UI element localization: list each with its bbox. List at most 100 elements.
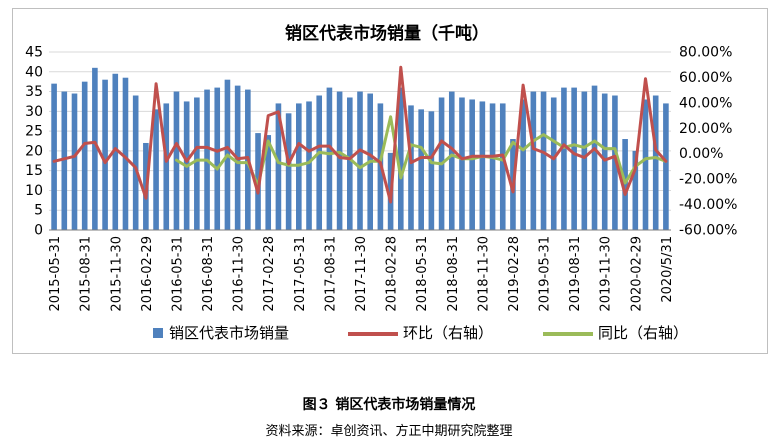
legend-label-tongbi: 同比（右轴） [598,324,688,342]
bar [92,67,98,230]
bar [612,95,618,230]
bar [622,139,628,230]
x-tick-label: 2017-05-31 [293,236,308,312]
bar [540,91,547,230]
y-tick-label: 40 [25,64,43,80]
x-tick-label: 2020-02-29 [629,236,644,312]
bar [275,103,282,230]
bar [499,103,506,230]
x-tick-label: 2015-08-31 [79,236,94,312]
bar [336,91,343,230]
x-tick-label: 2019-11-30 [599,236,614,312]
bar [571,87,577,230]
bar [550,97,557,230]
legend-label-huanbi: 环比（右轴） [403,324,493,342]
x-tick-label: 2019-08-31 [568,236,583,312]
y-tick-label: 35 [25,84,43,100]
x-tick-label: 2020/5/31 [660,236,675,303]
bar [132,95,139,230]
x-tick-label: 2015-05-31 [48,236,63,312]
legend-label-sales: 销区代表市场销量 [169,324,289,342]
bar [296,103,302,230]
bar [194,97,200,230]
bar [61,91,68,230]
bar [265,135,272,230]
x-tick-label: 2015-11-30 [109,236,124,312]
y2-tick-label: 80.00% [679,45,732,61]
bar [428,111,435,230]
y2-tick-label: 60.00% [679,70,732,86]
combo-chart: 销区代表市场销量（千吨） 0 5 10 15 20 25 30 35 40 45 -60.00% -4… [25,23,737,342]
bar [306,101,312,230]
x-tick-label: 2017-11-30 [354,236,369,312]
line-series [52,65,668,204]
x-tick-label: 2017-08-31 [323,236,338,312]
x-tick-label: 2018-11-30 [476,236,491,312]
bar [397,87,404,230]
x-tick-label: 2016-08-31 [201,236,216,312]
y2-tick-label: 0.00% [679,146,723,162]
bar [153,109,159,230]
x-tick-label: 2018-02-28 [385,236,400,312]
bar [71,93,78,231]
bar [102,79,108,230]
bar [81,81,88,231]
bar [663,103,669,230]
y2-tick-label: -20.00% [679,172,737,188]
bar [561,87,567,230]
x-tick-label: 2019-02-28 [507,236,522,312]
bar [520,99,526,230]
bar [652,95,659,230]
y2-tick-label: 40.00% [679,95,732,111]
bar [346,97,353,230]
x-tick-label: 2016-02-29 [140,236,155,312]
bar [408,105,414,230]
y-tick-label: 25 [25,124,43,140]
y-tick-label: 20 [25,143,43,159]
chart-frame: 销区代表市场销量（千吨） 0 5 10 15 20 25 30 35 40 45 -60.00% -4… [12,8,768,354]
huanbi-line [52,65,668,204]
bar [285,113,292,230]
bar [326,87,333,230]
y-tick-label: 5 [34,203,43,219]
source-note: 资料来源：卓创资讯、方正中期研究院整理 [265,424,513,439]
y-tick-label: 0 [34,223,43,239]
bar [163,103,170,230]
bar [581,91,588,230]
bar [51,83,57,231]
bar [316,95,323,230]
axes: 0 5 10 15 20 25 30 35 40 45 -60.00% -40.00% -20.00% 0… [25,45,737,312]
bar [214,87,221,230]
y2-tick-label: 20.00% [679,121,732,137]
legend-swatch-bar [153,328,163,338]
bar [357,91,363,230]
legend: 销区代表市场销量 环比（右轴） 同比（右轴） [153,324,688,342]
figure-caption: 图３ 销区代表市场销量情况 [302,397,476,413]
x-tick-label: 2016-05-31 [170,236,185,312]
bar [591,85,598,230]
x-tick-label: 2018-08-31 [446,236,461,312]
bar [459,97,465,230]
bar [489,103,496,230]
bar [112,73,119,230]
bar [632,150,639,230]
bar [122,77,129,230]
bar [601,93,608,231]
chart-title: 销区代表市场销量（千吨） [285,23,489,44]
bar [530,91,537,230]
y-tick-label: 15 [25,163,43,179]
y-tick-label: 45 [25,45,43,61]
bar [469,99,475,230]
y-tick-label: 30 [25,104,43,120]
x-tick-label: 2018-05-31 [415,236,430,312]
x-tick-label: 2019-05-31 [538,236,553,312]
bar [448,91,455,230]
x-tick-label: 2017-02-28 [262,236,277,312]
bar [642,99,649,230]
x-tick-label: 2016-11-30 [232,236,247,312]
y2-tick-label: -40.00% [679,197,737,213]
bar [418,109,424,230]
y-tick-label: 10 [25,183,43,199]
y2-tick-label: -60.00% [679,223,737,239]
bar [479,101,486,230]
